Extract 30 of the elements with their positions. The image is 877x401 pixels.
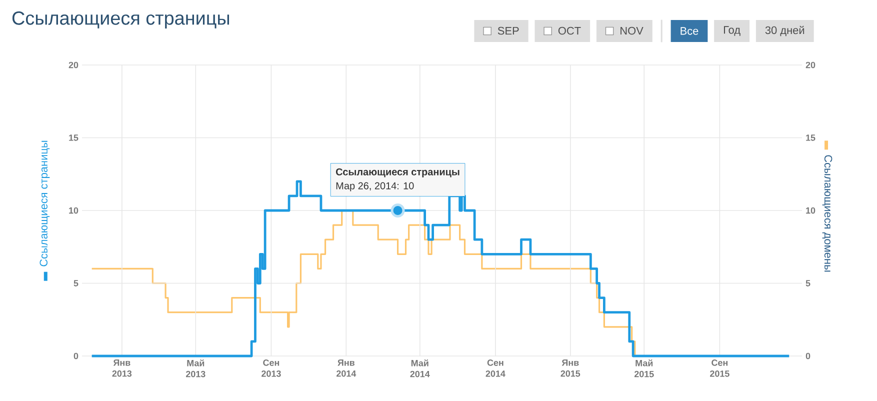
text: OCT [558, 26, 581, 35]
y2-tick-label: 20 [806, 62, 816, 68]
y2-tick-label: 0 [806, 352, 810, 360]
annotation: Ссылающиеся страницы [336, 168, 460, 178]
x-tick-label: Май 2013 [186, 360, 206, 378]
y-axis-title: Ссылающиеся страницы [40, 140, 50, 266]
y-tick-label: 20 [68, 62, 78, 68]
text: Год [724, 26, 740, 36]
x-tick-label: Май 2014 [410, 360, 430, 378]
chart-title: Ссылающиеся страницы [12, 11, 230, 29]
text: Все [680, 27, 698, 35]
y-tick-label: 15 [69, 134, 78, 141]
y2-tick-label: 15 [806, 134, 816, 141]
x-tick-label: Янв 2015 [560, 360, 580, 377]
x-tick-label: Сен 2014 [486, 360, 506, 377]
y2-tick-label: 10 [806, 207, 816, 214]
x-tick-label: Сен 2015 [710, 360, 730, 377]
text: SEP [498, 26, 519, 35]
x-tick-label: Янв 2014 [336, 360, 356, 377]
annotation: Мар 26, 2014: 10 [336, 182, 414, 192]
y2-tick-label: 5 [806, 280, 810, 286]
text: 30 дней [765, 26, 804, 36]
x-tick-label: Сен 2013 [262, 360, 281, 377]
x-tick-label: Май 2015 [634, 360, 654, 378]
y-tick-label: 10 [69, 207, 78, 214]
y2-axis-title: Ссылающиеся домены [822, 155, 832, 272]
y-tick-label: 0 [74, 352, 78, 360]
text: NOV [620, 26, 644, 35]
x-tick-label: Янв 2013 [112, 360, 132, 377]
y-tick-label: 5 [74, 280, 78, 286]
